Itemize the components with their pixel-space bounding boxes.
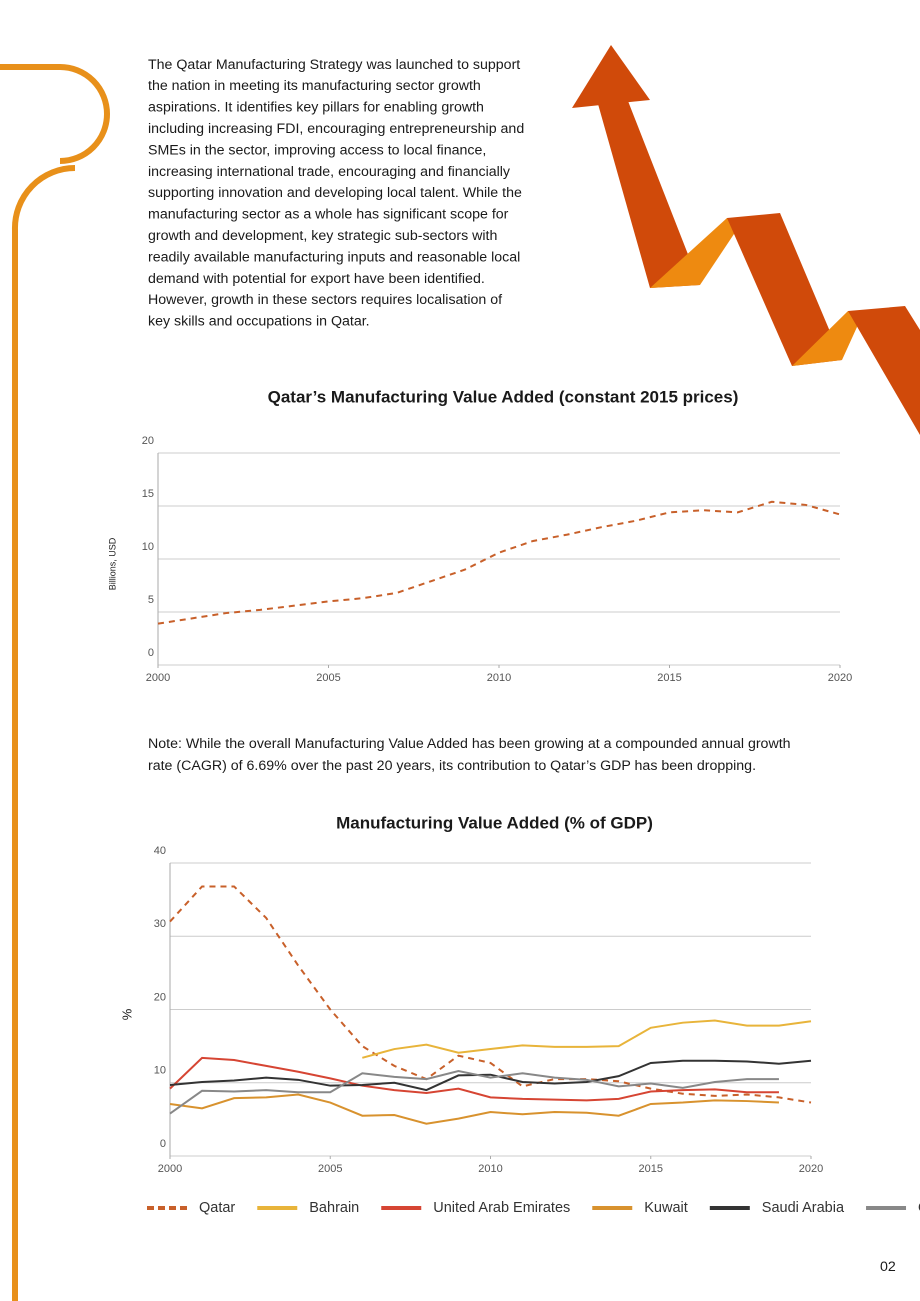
arrow-segment — [598, 101, 700, 288]
y-tick-label: 40 — [154, 845, 166, 857]
x-tick-label: 2005 — [316, 672, 340, 684]
y-tick-label: 5 — [148, 594, 154, 606]
y-tick-label: 10 — [142, 541, 154, 553]
x-tick-label: 2010 — [487, 672, 511, 684]
paragraph-line: aspirations. It identifies key pillars f… — [148, 100, 484, 116]
paragraph-line: However, growth in these sectors require… — [148, 292, 502, 308]
x-tick-label: 2015 — [657, 672, 681, 684]
legend-label: Kuwait — [644, 1200, 688, 1216]
page-number: 02 — [880, 1259, 896, 1275]
paragraph-line: readily available manufacturing inputs a… — [148, 249, 520, 265]
legend-label: United Arab Emirates — [433, 1200, 570, 1216]
arrow-segment — [848, 306, 920, 435]
x-tick-label: 2015 — [639, 1163, 663, 1175]
data-line — [169, 1056, 779, 1102]
paragraph-line: the nation in meeting its manufacturing … — [148, 78, 481, 94]
y-tick-label: 0 — [148, 647, 154, 659]
legend-label: Oman — [918, 1200, 920, 1216]
legend-label: Saudi Arabia — [762, 1200, 845, 1216]
data-line — [157, 500, 841, 625]
data-line — [169, 885, 812, 1104]
y-tick-label: 30 — [154, 918, 166, 930]
y-tick-label: 20 — [154, 991, 166, 1003]
paragraph-line: manufacturing sector as a whole has sign… — [148, 207, 509, 223]
paragraph-line: growth and development, key strategic su… — [148, 228, 497, 244]
data-line — [169, 1059, 812, 1092]
y-tick-label: 0 — [160, 1138, 166, 1150]
note-line: rate (CAGR) of 6.69% over the past 20 ye… — [148, 758, 756, 774]
decor-line — [11, 165, 76, 1301]
chart-title: Manufacturing Value Added (% of GDP) — [336, 813, 653, 832]
x-tick-label: 2005 — [318, 1163, 342, 1175]
arrow-fold — [792, 311, 862, 366]
y-tick-label: 15 — [142, 488, 154, 500]
legend-label: Bahrain — [309, 1200, 359, 1216]
paragraph-line: increasing international trade, encourag… — [148, 164, 511, 180]
paragraph-line: including increasing FDI, encouraging en… — [148, 121, 524, 137]
paragraph-line: supporting innovation and developing loc… — [148, 185, 522, 201]
paragraph-line: The Qatar Manufacturing Strategy was lau… — [148, 57, 520, 73]
x-tick-label: 2000 — [146, 672, 170, 684]
paragraph-line: SMEs in the sector, improving access to … — [148, 142, 486, 158]
data-line — [169, 1093, 779, 1125]
y-tick-label: 10 — [154, 1065, 166, 1077]
x-tick-label: 2010 — [478, 1163, 502, 1175]
data-line — [169, 1070, 779, 1115]
decor-circle — [0, 64, 110, 164]
decoration — [0, 64, 110, 1301]
y-tick-label: 20 — [142, 435, 154, 447]
note-line: Note: While the overall Manufacturing Va… — [148, 736, 791, 752]
arrow-fold — [650, 218, 742, 288]
x-tick-label: 2020 — [799, 1163, 823, 1175]
paragraph-line: key skills and occupations in Qatar. — [148, 314, 370, 330]
data-line — [362, 1019, 812, 1059]
arrow-head — [572, 45, 650, 108]
chart-title: Qatar’s Manufacturing Value Added (const… — [268, 387, 739, 406]
arrow-graphic — [572, 45, 920, 435]
legend-label: Qatar — [199, 1200, 235, 1216]
y-axis-label: % — [119, 1008, 134, 1020]
x-tick-label: 2000 — [158, 1163, 182, 1175]
y-axis-label: Billions, USD — [107, 537, 117, 590]
paragraph-line: demand with potential for export have be… — [148, 271, 485, 287]
arrow-segment — [727, 213, 842, 366]
x-tick-label: 2020 — [828, 672, 852, 684]
